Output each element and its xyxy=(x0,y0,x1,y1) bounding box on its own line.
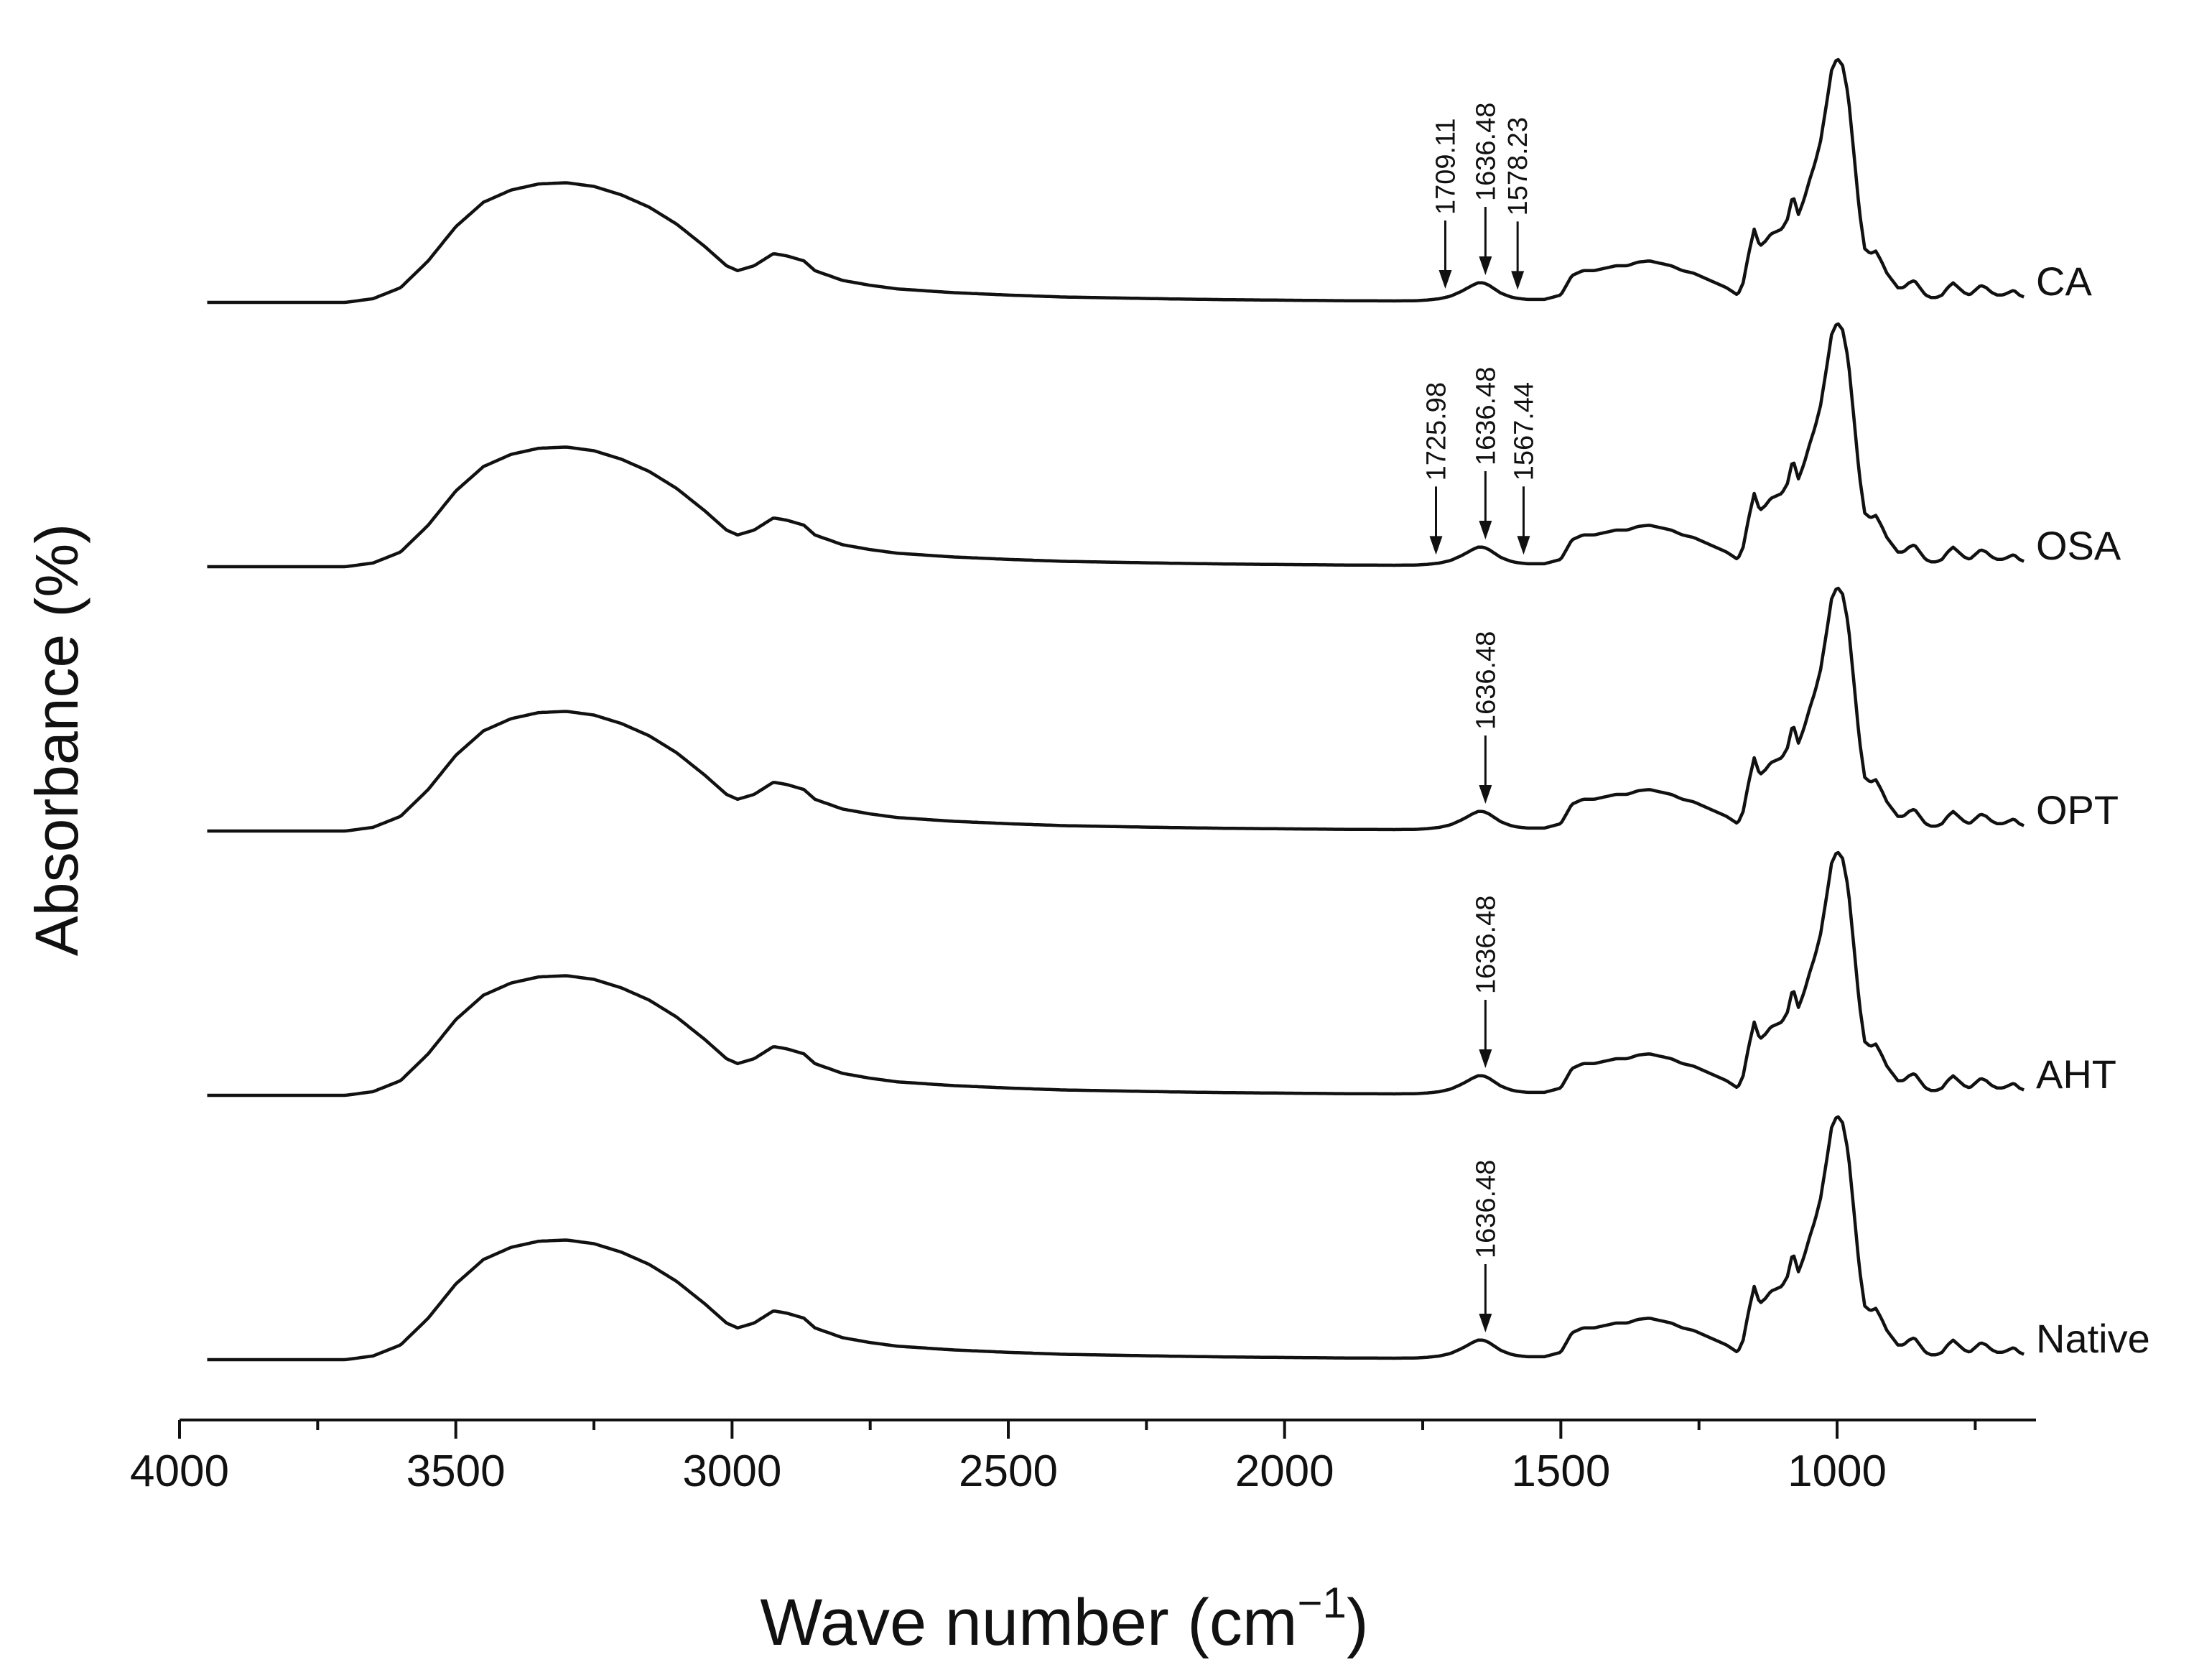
series-label-osa: OSA xyxy=(2036,523,2121,568)
spectra-group: CA OSA OPT AHT Native xyxy=(207,57,2150,1362)
series-label-aht: AHT xyxy=(2036,1052,2116,1097)
peak-label-ca-0: 1709.11 xyxy=(1431,119,1461,215)
x-tick-label-4000: 4000 xyxy=(130,1447,229,1496)
peak-arrow-head-ca-2 xyxy=(1511,271,1525,290)
x-axis: 4000 3500 3000 2500 2000 1500 1000 xyxy=(130,1419,2036,1496)
y-axis-label: Absorbance (%) xyxy=(23,524,90,956)
series-label-ca: CA xyxy=(2036,259,2092,304)
spectrum-line-ca xyxy=(207,57,2025,305)
peak-label-ca-2: 1578.23 xyxy=(1503,117,1533,215)
peak-label-osa-2: 1567.44 xyxy=(1509,382,1539,481)
x-axis-label: Wave number (cm−1) xyxy=(760,1579,1368,1659)
peak-arrow-head-ca-1 xyxy=(1479,256,1492,275)
x-tick-label-2000: 2000 xyxy=(1235,1447,1334,1496)
x-tick-label-1000: 1000 xyxy=(1788,1447,1887,1496)
x-tick-label-3000: 3000 xyxy=(682,1447,781,1496)
x-axis-label-exponent: −1 xyxy=(1298,1579,1347,1627)
x-tick-label-3500: 3500 xyxy=(406,1447,506,1496)
spectrum-line-osa xyxy=(207,322,2025,569)
peak-label-native-0: 1636.48 xyxy=(1471,1160,1501,1258)
peak-label-aht-0: 1636.48 xyxy=(1471,896,1501,994)
peak-arrow-head-opt-0 xyxy=(1479,784,1492,804)
peak-label-opt-0: 1636.48 xyxy=(1471,631,1501,730)
x-tick-label-1500: 1500 xyxy=(1511,1447,1610,1496)
axis-labels-group: Absorbance (%) Wave number (cm−1) xyxy=(23,524,1369,1659)
peak-arrow-head-ca-0 xyxy=(1438,270,1452,289)
spectrum-line-native xyxy=(207,1115,2025,1362)
x-axis-label-close: ) xyxy=(1347,1586,1369,1659)
peak-label-osa-1: 1636.48 xyxy=(1471,367,1501,465)
series-label-opt: OPT xyxy=(2036,787,2119,832)
x-tick-label-2500: 2500 xyxy=(959,1447,1058,1496)
peak-arrow-head-native-0 xyxy=(1479,1313,1492,1332)
spectrum-line-opt xyxy=(207,586,2025,833)
series-label-native: Native xyxy=(2036,1316,2150,1361)
spectrum-line-aht xyxy=(207,850,2025,1097)
peak-arrow-head-osa-0 xyxy=(1429,536,1443,555)
peak-label-ca-1: 1636.48 xyxy=(1471,103,1501,201)
x-axis-label-main: Wave number (cm xyxy=(760,1586,1297,1659)
peak-arrow-head-aht-0 xyxy=(1479,1049,1492,1068)
peak-label-osa-0: 1725.98 xyxy=(1422,382,1452,481)
peak-arrow-head-osa-1 xyxy=(1479,520,1492,539)
peak-arrow-head-osa-2 xyxy=(1517,536,1530,555)
